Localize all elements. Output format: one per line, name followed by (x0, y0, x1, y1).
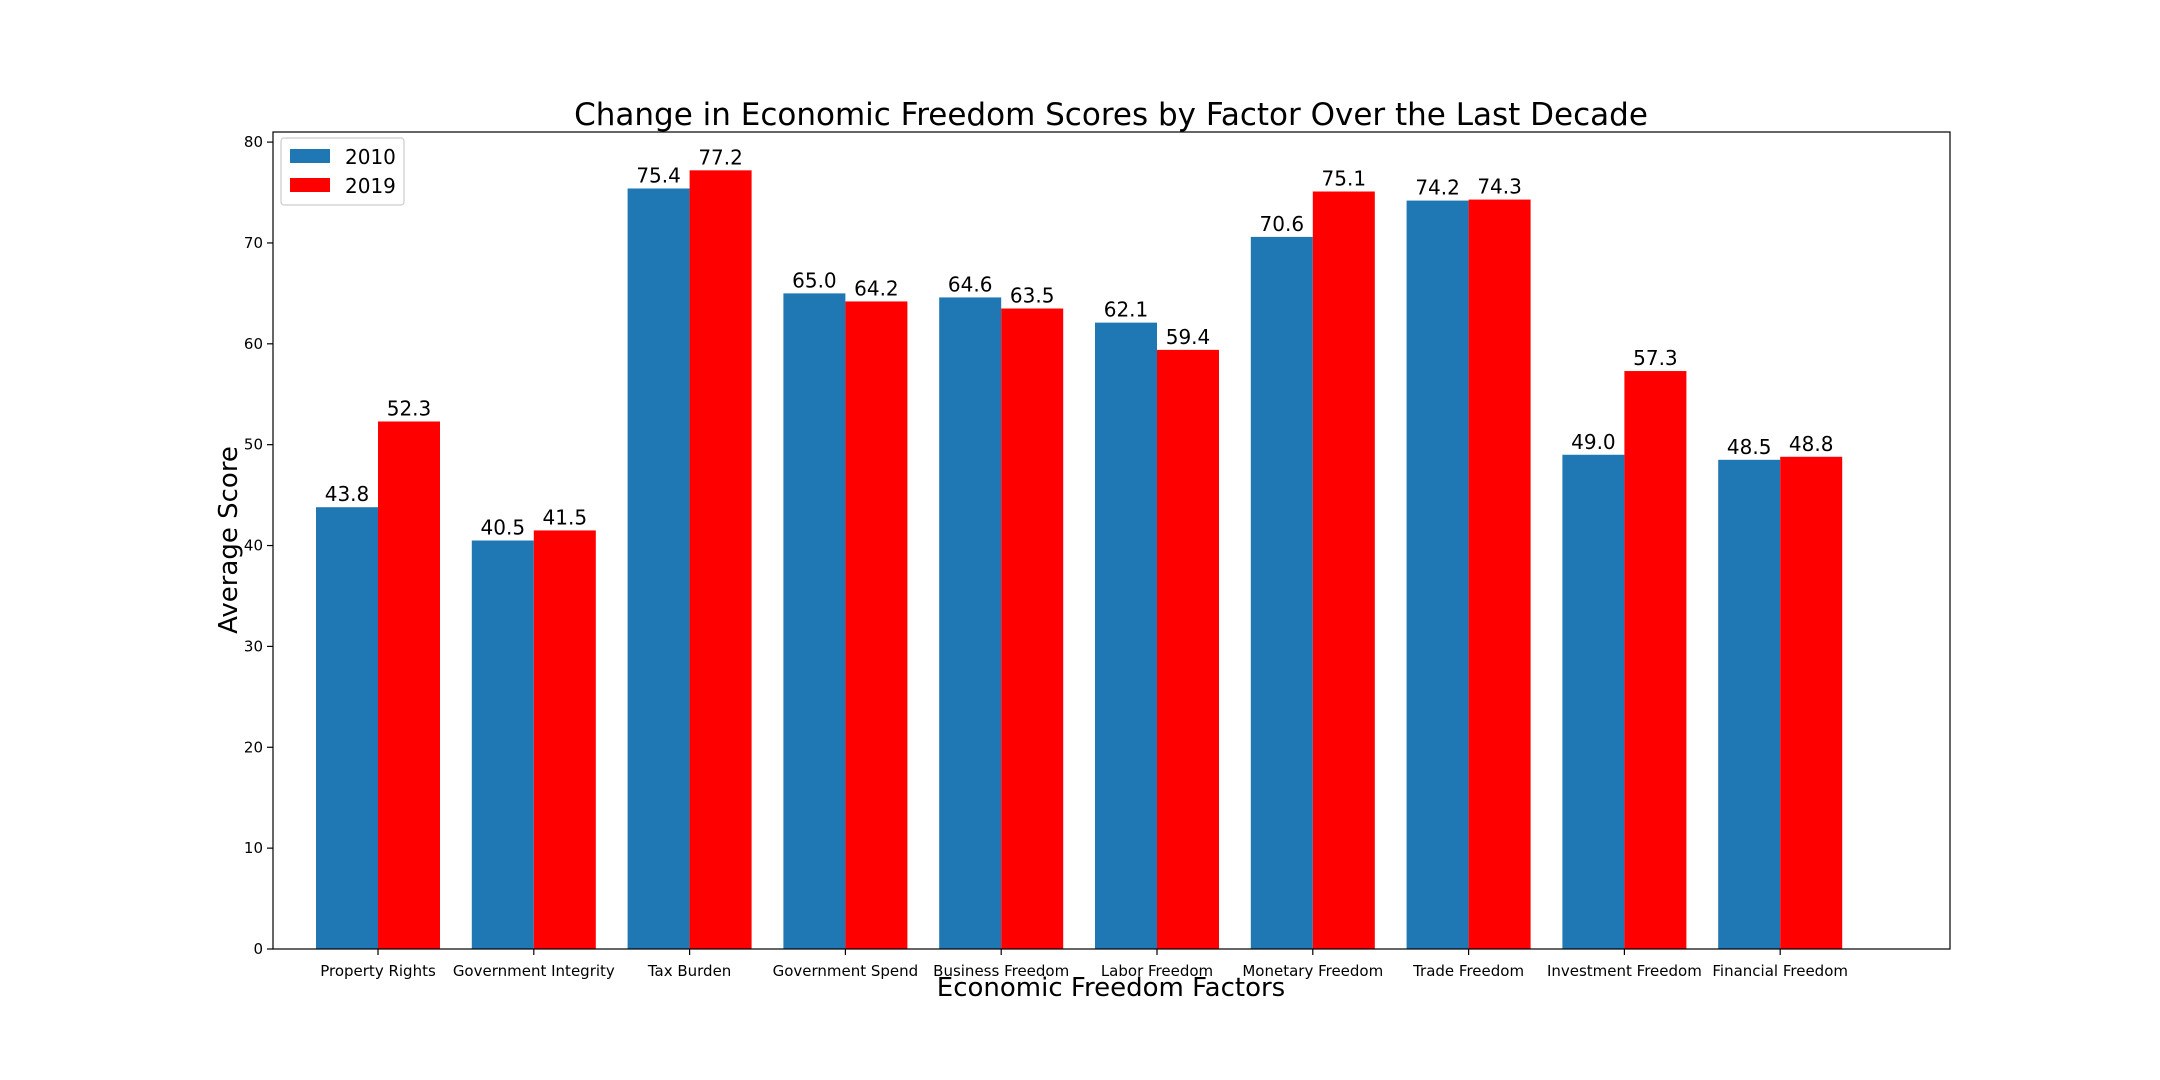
x-tick-label: Tax Burden (647, 962, 731, 980)
y-tick-label: 30 (244, 637, 263, 655)
data-label-2019: 77.2 (698, 145, 743, 169)
y-tick-label: 40 (244, 537, 263, 555)
y-tick-label: 70 (244, 234, 263, 252)
data-label-2019: 74.3 (1477, 175, 1522, 199)
x-tick-label: Financial Freedom (1712, 962, 1848, 980)
data-label-2010: 43.8 (325, 482, 370, 506)
bar-2010 (628, 188, 690, 949)
data-label-2010: 40.5 (481, 516, 526, 540)
data-label-2010: 62.1 (1104, 298, 1149, 322)
data-label-2019: 57.3 (1633, 346, 1678, 370)
x-axis-title: Economic Freedom Factors (937, 973, 1285, 1003)
data-label-2019: 52.3 (387, 396, 432, 420)
y-tick-label: 80 (244, 133, 263, 151)
bar-2019 (534, 530, 596, 949)
data-label-2019: 75.1 (1322, 167, 1367, 191)
data-label-2010: 64.6 (948, 272, 993, 296)
x-tick-label: Trade Freedom (1412, 962, 1524, 980)
data-label-2010: 48.5 (1727, 435, 1772, 459)
legend-swatch-2010 (290, 149, 330, 163)
y-tick-label: 10 (244, 839, 263, 857)
legend-swatch-2019 (290, 178, 330, 192)
bar-2010 (1251, 237, 1313, 949)
legend-label-2010: 2010 (345, 145, 396, 169)
bar-2010 (472, 541, 534, 950)
data-label-2019: 48.8 (1789, 432, 1834, 456)
bars-layer (316, 170, 1842, 949)
bar-2010 (316, 507, 378, 949)
data-label-2010: 70.6 (1260, 212, 1305, 236)
data-label-2019: 63.5 (1010, 284, 1055, 308)
y-tick-label: 20 (244, 738, 263, 756)
y-tick-label: 50 (244, 436, 263, 454)
legend: 2010 2019 (281, 138, 404, 205)
x-tick-label: Government Spend (773, 962, 919, 980)
data-label-2019: 41.5 (543, 505, 588, 529)
bar-2019 (1001, 309, 1063, 949)
bar-2019 (1780, 457, 1842, 949)
bar-2010 (1095, 323, 1157, 949)
bar-2019 (690, 170, 752, 949)
bar-2010 (939, 297, 1001, 949)
chart-title: Change in Economic Freedom Scores by Fac… (574, 97, 1648, 133)
data-label-2010: 49.0 (1571, 430, 1616, 454)
bar-2019 (378, 421, 440, 949)
y-axis-title: Average Score (214, 446, 244, 634)
bar-2010 (783, 293, 845, 949)
y-tick-label: 60 (244, 335, 263, 353)
y-tick-label: 0 (253, 940, 263, 958)
legend-label-2019: 2019 (345, 174, 396, 198)
data-label-2019: 59.4 (1166, 325, 1211, 349)
bar-2019 (1624, 371, 1686, 949)
data-label-2010: 65.0 (792, 268, 837, 292)
bar-2019 (1157, 350, 1219, 949)
x-tick-label: Government Integrity (453, 962, 615, 980)
data-label-2019: 64.2 (854, 276, 899, 300)
bar-2010 (1718, 460, 1780, 949)
x-tick-label: Investment Freedom (1547, 962, 1702, 980)
bar-2019 (1313, 192, 1375, 949)
bar-2010 (1407, 201, 1469, 949)
data-label-2010: 74.2 (1415, 176, 1460, 200)
bar-2019 (845, 301, 907, 949)
bar-2010 (1562, 455, 1624, 949)
data-label-2010: 75.4 (636, 163, 681, 187)
bar-2019 (1469, 200, 1531, 949)
y-axis: 0 10 20 30 40 50 60 70 80 (244, 133, 273, 958)
x-tick-label: Property Rights (320, 962, 436, 980)
